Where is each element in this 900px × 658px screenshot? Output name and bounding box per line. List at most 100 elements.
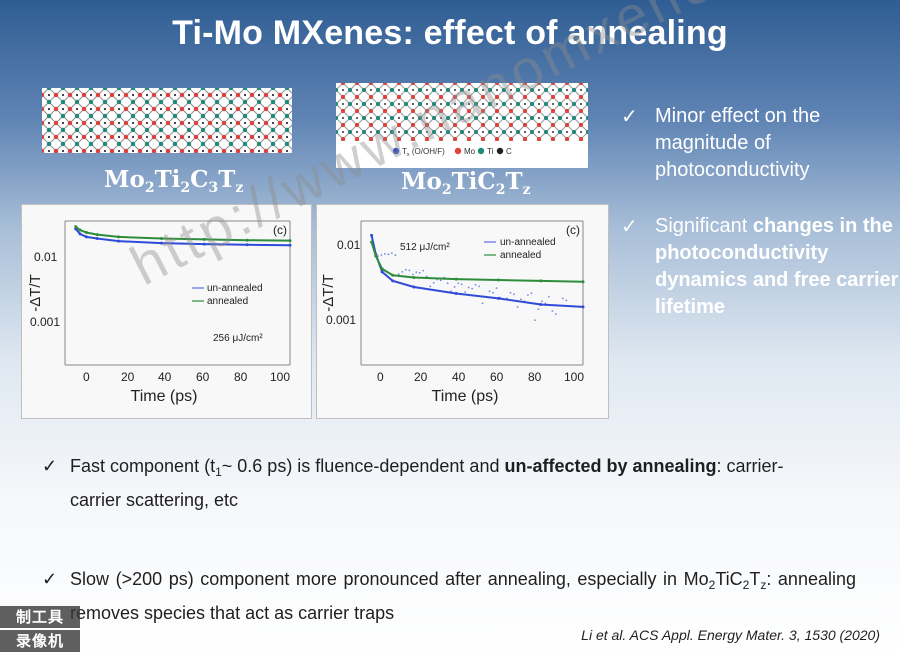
plot-left-series-point-1-8: [245, 243, 249, 247]
plot-right-series-point-2-3: [380, 267, 384, 271]
plot-right-series-noise-43: [523, 300, 526, 303]
plot-left-series-point-2-4: [95, 233, 99, 237]
plot-right-series-point-1-3: [380, 270, 384, 274]
plot-right-series-noise-30: [478, 285, 480, 288]
plot-left-series-point-1-4: [95, 236, 99, 240]
plot-right-series-noise-26: [464, 291, 467, 293]
plot-right-series-noise-12: [415, 271, 418, 274]
plot-right-series-noise-49: [544, 302, 547, 305]
tx-label: Tx (O/OH/F): [402, 147, 445, 158]
plot-right-series-noise-23: [453, 286, 456, 288]
y-tick-label: 0.01: [337, 238, 361, 252]
plot-right-series-point-1-1: [370, 233, 374, 237]
legend-label: un-annealed: [500, 237, 556, 248]
mo2ti2c3tz-lattice-svg: [42, 88, 292, 153]
plot-right-series-noise-32: [485, 295, 487, 298]
plot-right-series-point-2-4: [391, 273, 395, 277]
plot-right-series-noise-39: [509, 291, 512, 294]
ti-label: Ti: [487, 147, 494, 156]
plot-right-panel: (c) Time (ps) -ΔT/T 0.01 0.001 0 20 40 6…: [316, 204, 609, 419]
x-axis-label: Time (ps): [131, 388, 198, 405]
plot-right-series-noise-34: [492, 291, 494, 294]
y-tick-label: 0.01: [34, 250, 58, 264]
x-tick-label: 60: [196, 370, 210, 384]
plot-right-series-noise-1: [377, 255, 379, 258]
plot-left-series-point-2-6: [159, 236, 163, 240]
plot-right-series-noise-8: [401, 270, 404, 273]
structure-legend: Tx (O/OH/F) Mo Ti C: [392, 147, 512, 158]
plot-right-series-noise-35: [495, 287, 498, 290]
x-tick-label: 100: [564, 370, 584, 384]
plot-right-series-noise-47: [537, 308, 540, 310]
plot-right-series-point-2-2: [374, 254, 378, 258]
plot-right-svg: (c) Time (ps) -ΔT/T 0.01 0.001 0 20 40 6…: [317, 205, 608, 418]
plot-right-series-noise-24: [457, 282, 460, 285]
plot-right-series-point-2-7: [496, 278, 500, 282]
plot-right-series-noise-40: [513, 293, 515, 296]
plot-right-series: [370, 233, 585, 322]
slow-component-text: Slow (>200 ps) component more pronounced…: [70, 569, 856, 623]
plot-right-series-noise-10: [408, 269, 411, 272]
legend-label: annealed: [207, 296, 248, 307]
plot-left-series: [74, 225, 292, 247]
plot-right-series-noise-22: [450, 290, 453, 293]
key-point-2-text: Significant changes in the photoconducti…: [655, 215, 899, 318]
x-tick-label: 60: [490, 370, 504, 384]
formula-left: Mo2Ti2C3Tz: [104, 166, 244, 196]
plot-right-series-noise-2: [380, 254, 383, 256]
plot-right-series-noise-9: [404, 268, 407, 271]
plot-right-series-noise-48: [540, 300, 543, 303]
x-tick-label: 20: [121, 370, 135, 384]
panel-label: (c): [566, 223, 580, 237]
plot-right-series-noise-11: [411, 273, 414, 276]
legend-label: un-annealed: [207, 283, 263, 294]
plot-right-series-noise-16: [429, 285, 432, 288]
y-axis-label: -ΔT/T: [27, 274, 44, 312]
plot-left-series-point-2-3: [84, 231, 88, 235]
x-tick-label: 0: [83, 370, 90, 384]
plot-right-series-noise-31: [481, 302, 484, 305]
checkmark-icon: ✓: [621, 106, 638, 128]
plot-right-series-point-2-9: [581, 280, 585, 284]
plot-right-series-point-1-4: [391, 279, 395, 283]
formula-right: Mo2TiC2Tz: [401, 168, 531, 198]
panel-label: (c): [273, 223, 287, 237]
plot-left-series-point-1-3: [84, 235, 88, 239]
plot-right-series-noise-19: [439, 279, 442, 282]
y-tick-label: 0.001: [326, 313, 356, 327]
plot-right-series-noise-7: [397, 273, 400, 276]
plot-right-series-noise-41: [516, 305, 519, 308]
checkmark-icon: ✓: [42, 456, 58, 476]
plot-right-series-noise-21: [446, 282, 449, 285]
fluence-annotation: 512 μJ/cm²: [400, 242, 450, 253]
plot-right-series-noise-53: [558, 304, 561, 307]
plot-right-series-noise-38: [506, 297, 508, 300]
plot-right-series-noise-42: [520, 298, 522, 301]
mo-marker-icon: [454, 147, 462, 155]
plot-right-series-point-1-9: [581, 305, 585, 309]
plot-right-series-point-2-6: [454, 277, 458, 281]
plot-right-series-point-2-1: [370, 240, 374, 244]
plot-left-series-point-1-9: [288, 243, 292, 247]
plot-right-series-noise-37: [502, 298, 505, 301]
plot-right-series-noise-6: [394, 254, 397, 257]
x-tick-label: 20: [414, 370, 428, 384]
plot-left-svg: (c) Time (ps) -ΔT/T 0.01 0.001 0 20 40 6…: [22, 205, 311, 418]
plot-right-series-noise-36: [499, 296, 501, 299]
plot-right-series-noise-15: [425, 275, 428, 278]
plot-left-series-point-1-2: [78, 232, 82, 236]
plot-right-series-noise-54: [561, 297, 564, 300]
mo2tic2tz-structure-image: Tx (O/OH/F) Mo Ti C: [336, 83, 588, 168]
plot-right-series-noise-27: [467, 286, 470, 289]
plot-right-series-noise-28: [471, 287, 474, 290]
plot-right-series-noise-29: [474, 283, 477, 286]
x-tick-label: 80: [234, 370, 248, 384]
plot-right-series-point-2-8: [539, 279, 543, 283]
plot-left-series-point-2-9: [288, 239, 292, 243]
plot-right-series-noise-50: [547, 295, 550, 298]
mo2ti2c3tz-structure-image: [42, 88, 292, 153]
plot-right-series-noise-14: [422, 269, 425, 272]
x-tick-label: 80: [528, 370, 542, 384]
ti-marker-icon: [477, 147, 485, 155]
plot-left-panel: (c) Time (ps) -ΔT/T 0.01 0.001 0 20 40 6…: [21, 204, 312, 419]
